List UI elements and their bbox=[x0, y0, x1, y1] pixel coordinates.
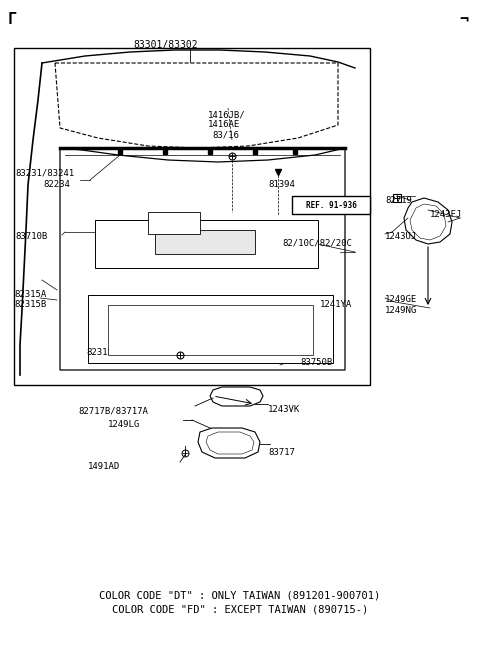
Text: Γ: Γ bbox=[8, 12, 17, 27]
Text: 1249LG: 1249LG bbox=[108, 420, 140, 429]
Text: 1249NG: 1249NG bbox=[385, 306, 417, 315]
Text: 1241YA: 1241YA bbox=[320, 300, 352, 309]
Text: 83710B: 83710B bbox=[15, 232, 47, 241]
Text: 1416AE: 1416AE bbox=[208, 120, 240, 129]
Text: 83301/83302: 83301/83302 bbox=[133, 40, 198, 50]
Text: ¬: ¬ bbox=[459, 12, 468, 27]
Bar bbox=[172, 318, 228, 348]
Text: 1491AD: 1491AD bbox=[88, 462, 120, 471]
Bar bbox=[14, 48, 370, 385]
Text: 1243UJ: 1243UJ bbox=[385, 232, 417, 241]
Bar bbox=[292, 196, 370, 214]
Text: 82234: 82234 bbox=[43, 180, 70, 189]
Text: 1416JB/: 1416JB/ bbox=[208, 110, 246, 119]
Text: 82/10C/82/20C: 82/10C/82/20C bbox=[282, 238, 352, 247]
Bar bbox=[108, 305, 313, 355]
Text: 82315B: 82315B bbox=[14, 300, 46, 309]
Text: REF. 91-936: REF. 91-936 bbox=[306, 200, 357, 210]
Text: 82719: 82719 bbox=[385, 196, 412, 205]
Text: 83319B: 83319B bbox=[265, 332, 297, 341]
Bar bbox=[88, 295, 333, 363]
Text: 81394: 81394 bbox=[268, 180, 295, 189]
Text: 1249GE: 1249GE bbox=[385, 295, 417, 304]
Bar bbox=[148, 212, 200, 234]
Text: COLOR CODE "FD" : EXCEPT TAIWAN (890715-): COLOR CODE "FD" : EXCEPT TAIWAN (890715-… bbox=[112, 604, 368, 614]
Text: 83231/83241: 83231/83241 bbox=[15, 168, 74, 177]
Bar bbox=[155, 230, 255, 254]
Text: COLOR CODE "DT" : ONLY TAIWAN (891201-900701): COLOR CODE "DT" : ONLY TAIWAN (891201-90… bbox=[99, 590, 381, 600]
Text: 83750B: 83750B bbox=[300, 358, 332, 367]
Text: 82315A: 82315A bbox=[14, 290, 46, 299]
Text: 83/16: 83/16 bbox=[212, 130, 239, 139]
Text: 83717: 83717 bbox=[268, 448, 295, 457]
Text: 1243VK: 1243VK bbox=[268, 405, 300, 414]
Text: 82315A: 82315A bbox=[86, 348, 118, 357]
Text: 82717B/83717A: 82717B/83717A bbox=[78, 406, 148, 415]
Bar bbox=[95, 220, 318, 268]
Bar bbox=[165, 310, 235, 356]
Text: 1243FJ: 1243FJ bbox=[430, 210, 462, 219]
